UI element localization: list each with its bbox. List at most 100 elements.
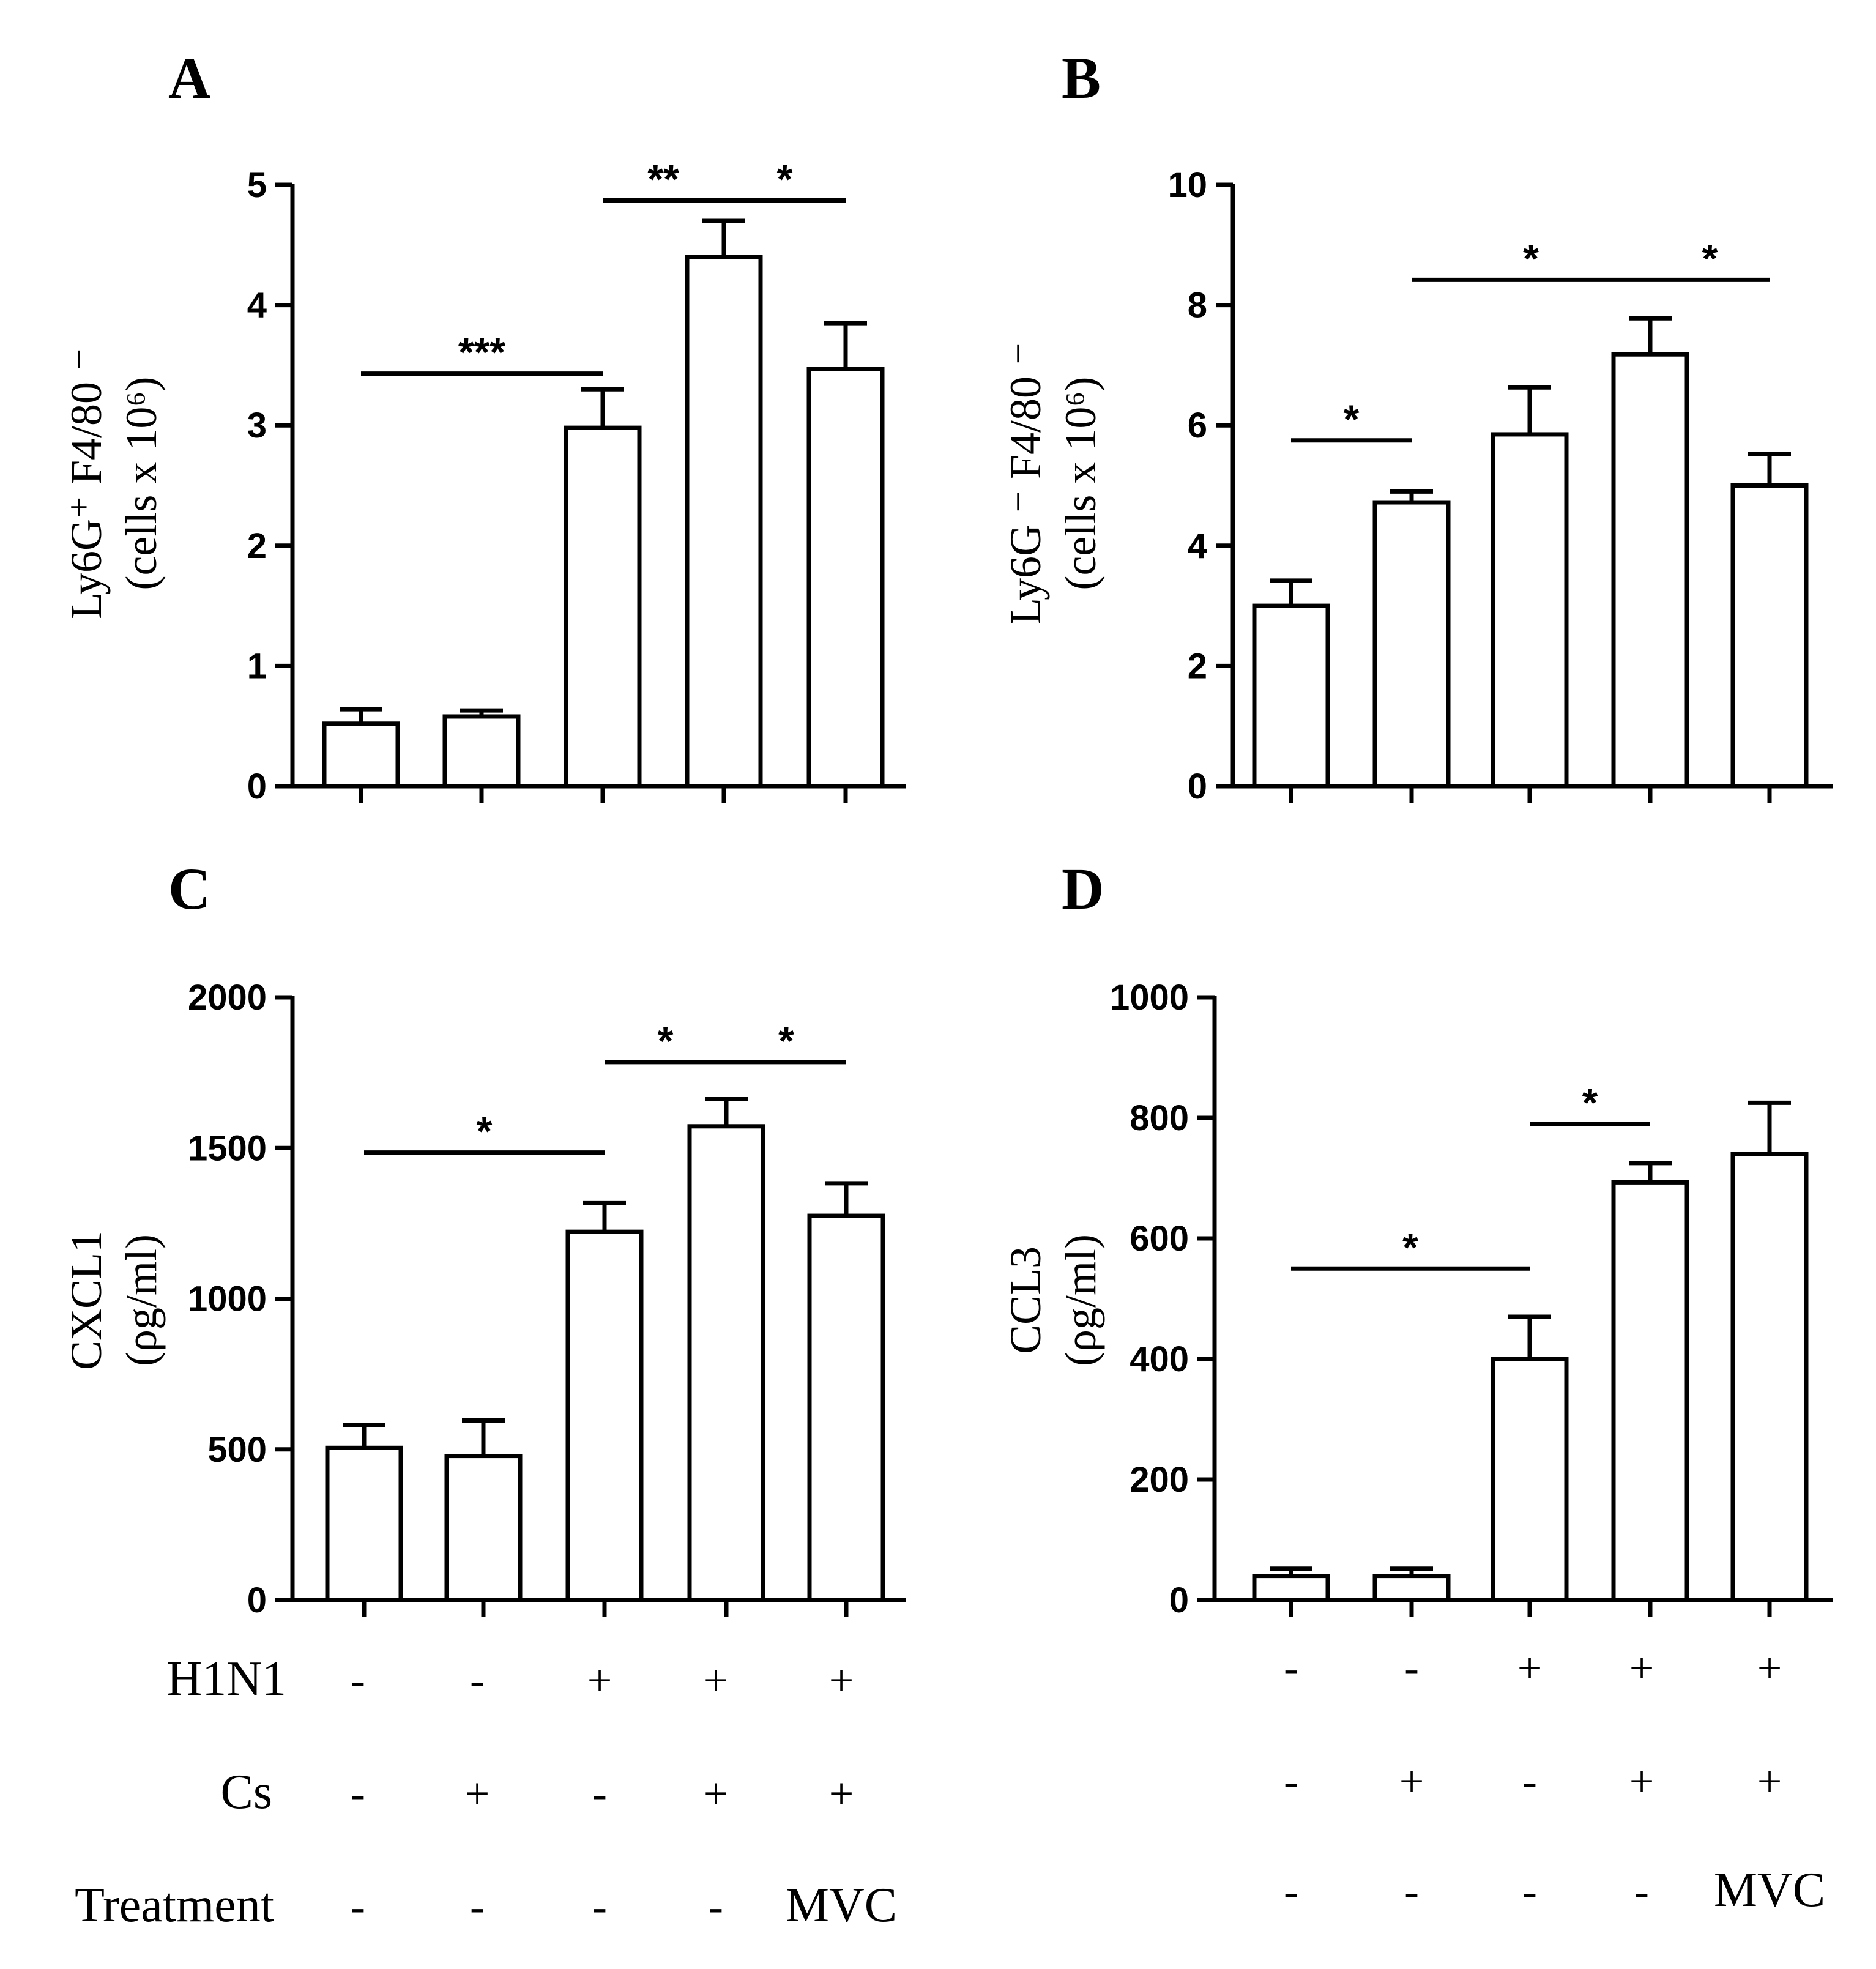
left-h1n1-cell: - bbox=[470, 1656, 485, 1705]
y-tick-label-b: 0 bbox=[1188, 767, 1207, 806]
bar-c bbox=[444, 1454, 523, 1602]
significance-label-d: * bbox=[1582, 1080, 1598, 1125]
bar-a bbox=[685, 255, 763, 789]
right-h1n1-cell: + bbox=[1757, 1643, 1782, 1692]
y-axis-label-d: CCL3 (ρg/ml) bbox=[1001, 1234, 1105, 1366]
bar-d bbox=[1730, 1152, 1809, 1602]
significance-label-b: * bbox=[1702, 236, 1718, 281]
y-axis-label-line1-c: CXCL1 bbox=[62, 1230, 111, 1370]
significance-label-c: * bbox=[658, 1018, 674, 1063]
right-treatment-cell: - bbox=[1404, 1867, 1419, 1916]
left-h1n1-cell: - bbox=[351, 1656, 365, 1705]
panel-label-a: A bbox=[168, 45, 210, 111]
y-tick-label-b: 6 bbox=[1188, 406, 1207, 445]
y-tick-label-b: 10 bbox=[1167, 165, 1207, 205]
bar-b bbox=[1372, 500, 1451, 789]
y-axis-label-b: Ly6G ⁻ F4/80 ⁻ (cells x 10⁶) bbox=[1001, 342, 1105, 625]
panel-label-c: C bbox=[168, 856, 210, 921]
y-tick-label-c: 500 bbox=[207, 1430, 267, 1470]
chart-panel-c: 0 500 1000 1500 2000 * * * CXCL1 (ρg/ml) bbox=[62, 978, 906, 1620]
left-h1n1-cell: + bbox=[587, 1656, 612, 1705]
y-tick-label-a: 3 bbox=[247, 406, 267, 445]
y-tick-label-a: 1 bbox=[247, 646, 267, 686]
bar-b bbox=[1491, 432, 1569, 789]
right-cs-cell: - bbox=[1522, 1757, 1537, 1806]
condition-table-right: - - + + + - + - + + - - - - MVC bbox=[1284, 1643, 1825, 1917]
bar-a bbox=[322, 721, 400, 789]
bar-c bbox=[325, 1445, 403, 1602]
right-treatment-cell: - bbox=[1522, 1867, 1537, 1916]
bar-d bbox=[1372, 1574, 1451, 1602]
y-tick-label-b: 4 bbox=[1188, 526, 1207, 566]
y-axis-label-a: Ly6G⁺ F4/80 ⁻ (cells x 10⁶) bbox=[62, 348, 166, 619]
condition-table-left: - - + + + - + - + + - - - - MVC bbox=[351, 1656, 897, 1932]
chart-panel-d: 0 200 400 600 800 1000 * * CCL3 (ρg/ml) bbox=[1001, 978, 1833, 1620]
right-cs-cell: + bbox=[1757, 1757, 1782, 1806]
y-tick-label-a: 2 bbox=[247, 526, 267, 566]
y-tick-label-d: 200 bbox=[1130, 1460, 1189, 1500]
left-cs-cell: + bbox=[829, 1769, 854, 1818]
row-label-cs: Cs bbox=[221, 1765, 273, 1819]
bar-a bbox=[806, 367, 885, 789]
right-cs-cell: + bbox=[1629, 1757, 1655, 1806]
y-tick-label-d: 0 bbox=[1169, 1580, 1189, 1620]
y-tick-label-c: 1500 bbox=[188, 1128, 267, 1168]
right-treatment-cell: - bbox=[1284, 1867, 1298, 1916]
left-cs-cell: + bbox=[704, 1769, 729, 1818]
y-axis-label-line2-b: (cells x 10⁶) bbox=[1056, 377, 1105, 590]
y-tick-label-d: 400 bbox=[1130, 1339, 1189, 1379]
y-tick-label-c: 1000 bbox=[188, 1279, 267, 1319]
y-tick-label-a: 0 bbox=[247, 767, 267, 806]
left-cs-cell: - bbox=[351, 1769, 365, 1818]
significance-label-c: * bbox=[778, 1018, 794, 1063]
y-axis-label-c: CXCL1 (ρg/ml) bbox=[62, 1230, 166, 1370]
row-label-h1n1: H1N1 bbox=[166, 1652, 286, 1706]
left-treatment-cell: - bbox=[351, 1882, 365, 1931]
y-tick-label-c: 0 bbox=[247, 1580, 267, 1620]
significance-label-a: * bbox=[777, 157, 793, 202]
right-treatment-cell: MVC bbox=[1714, 1863, 1825, 1917]
y-axis-label-line2-a: (cells x 10⁶) bbox=[117, 377, 166, 590]
left-cs-cell: + bbox=[465, 1769, 490, 1818]
left-treatment-cell: - bbox=[709, 1882, 723, 1931]
right-h1n1-cell: + bbox=[1517, 1643, 1543, 1692]
bar-d bbox=[1252, 1574, 1330, 1602]
significance-label-b: * bbox=[1344, 396, 1360, 442]
panel-label-b: B bbox=[1062, 45, 1101, 111]
bar-d bbox=[1611, 1180, 1689, 1602]
y-tick-label-b: 8 bbox=[1188, 286, 1207, 326]
y-axis-label-line2-d: (ρg/ml) bbox=[1056, 1234, 1105, 1366]
bar-b bbox=[1730, 483, 1809, 789]
y-axis-label-line1-b: Ly6G ⁻ F4/80 ⁻ bbox=[1001, 342, 1050, 625]
right-h1n1-cell: + bbox=[1629, 1643, 1655, 1692]
panel-label-d: D bbox=[1062, 856, 1104, 921]
significance-label-c: * bbox=[477, 1109, 493, 1154]
bar-c bbox=[687, 1124, 765, 1602]
significance-label-b: * bbox=[1523, 236, 1539, 281]
significance-label-a: *** bbox=[458, 330, 505, 375]
left-treatment-cell: - bbox=[470, 1882, 485, 1931]
y-tick-label-d: 600 bbox=[1130, 1219, 1189, 1259]
significance-label-a: ** bbox=[647, 157, 679, 202]
left-cs-cell: - bbox=[592, 1769, 607, 1818]
left-h1n1-cell: + bbox=[829, 1656, 854, 1705]
row-label-treatment: Treatment bbox=[75, 1878, 274, 1932]
right-cs-cell: - bbox=[1284, 1757, 1298, 1806]
y-axis-label-line1-a: Ly6G⁺ F4/80 ⁻ bbox=[62, 348, 111, 619]
bar-b bbox=[1252, 603, 1330, 789]
chart-panel-b: 0 2 4 6 8 10 * * * Ly6G ⁻ F4/80 ⁻ (cells x 10⁶) bbox=[1001, 165, 1833, 806]
y-axis-label-line2-c: (ρg/ml) bbox=[117, 1234, 166, 1366]
y-tick-label-a: 4 bbox=[247, 286, 267, 326]
bar-a bbox=[442, 714, 521, 789]
significance-label-d: * bbox=[1402, 1224, 1418, 1270]
y-tick-label-c: 2000 bbox=[188, 978, 267, 1018]
y-tick-label-d: 800 bbox=[1130, 1098, 1189, 1138]
bar-c bbox=[565, 1229, 644, 1602]
y-tick-label-b: 2 bbox=[1188, 646, 1207, 686]
right-treatment-cell: - bbox=[1634, 1867, 1649, 1916]
right-cs-cell: + bbox=[1399, 1757, 1424, 1806]
y-tick-label-a: 5 bbox=[247, 165, 267, 205]
